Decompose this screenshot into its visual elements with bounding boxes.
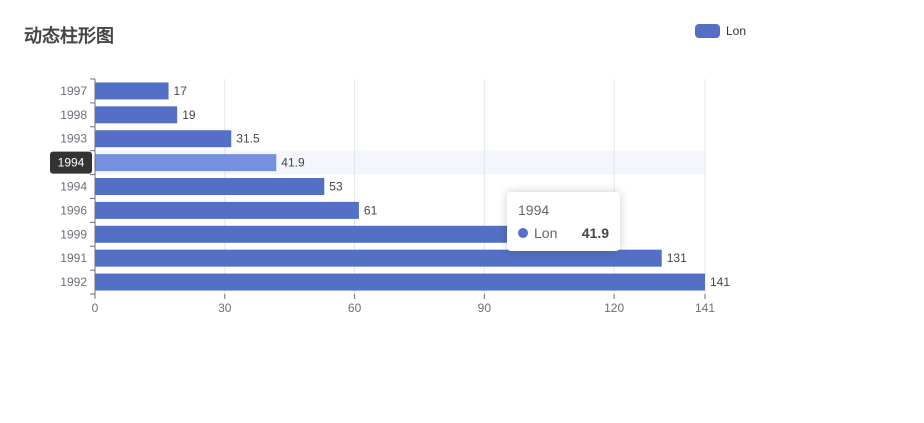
chart-title: 动态柱形图: [24, 26, 114, 46]
bar-value-label: 17: [174, 84, 188, 98]
bar: [95, 154, 277, 172]
bar: [95, 106, 178, 124]
bar-value-label: 53: [329, 180, 343, 194]
tooltip-row: Lon 41.9: [518, 224, 609, 242]
y-tick-label: 1999: [60, 227, 87, 241]
x-tick-label: 0: [92, 301, 99, 315]
bar-value-label: 31.5: [236, 132, 260, 146]
y-tick-label: 1994: [60, 180, 87, 194]
axis-pointer-label: 1994: [58, 156, 85, 170]
tooltip-series-dot: [518, 228, 528, 238]
bar-value-label: 61: [364, 203, 378, 217]
y-tick-label: 1998: [60, 108, 87, 122]
y-tick-label: 1991: [60, 251, 87, 265]
tooltip-value: 41.9: [581, 225, 609, 241]
legend-label: Lon: [726, 24, 747, 38]
x-tick-label: 60: [348, 301, 362, 315]
bar: [95, 273, 705, 291]
bars-layer: [95, 82, 705, 291]
x-tick-label: 90: [478, 301, 492, 315]
bar: [95, 82, 169, 100]
bar-value-label: 19: [182, 108, 196, 122]
bar-value-label: 141: [710, 275, 730, 289]
bar: [95, 178, 325, 195]
y-tick-label: 1997: [60, 84, 87, 98]
x-tick-label: 141: [695, 301, 715, 315]
bar: [95, 201, 359, 219]
y-tick-label: 1992: [60, 275, 87, 289]
axis-pointer-badge: [50, 151, 92, 174]
y-tick-label: 1993: [60, 132, 87, 146]
x-axis: 0 30 60 90 120 141: [92, 294, 715, 315]
value-labels-layer: 17 19 31.5 41.9 53 61 131 141: [174, 84, 731, 289]
x-tick-label: 120: [604, 301, 624, 315]
legend-item-lon[interactable]: Lon: [695, 24, 746, 38]
bar-value-label: 41.9: [281, 156, 305, 170]
bar-value-label: 131: [667, 251, 687, 265]
legend-swatch: [695, 24, 720, 38]
tooltip-title: 1994: [518, 202, 550, 218]
y-tick-label: 1996: [60, 203, 87, 217]
bar: [95, 130, 232, 148]
tooltip: 1994 Lon 41.9: [507, 192, 620, 251]
bar: [95, 249, 662, 267]
tooltip-series-name: Lon: [534, 225, 558, 241]
axis-pointer-layer: 1994: [50, 151, 92, 174]
y-axis: 1997 1998 1993 1994 1996 1999 1991 1992: [60, 78, 96, 295]
x-tick-label: 30: [218, 301, 232, 315]
bar: [95, 225, 519, 243]
